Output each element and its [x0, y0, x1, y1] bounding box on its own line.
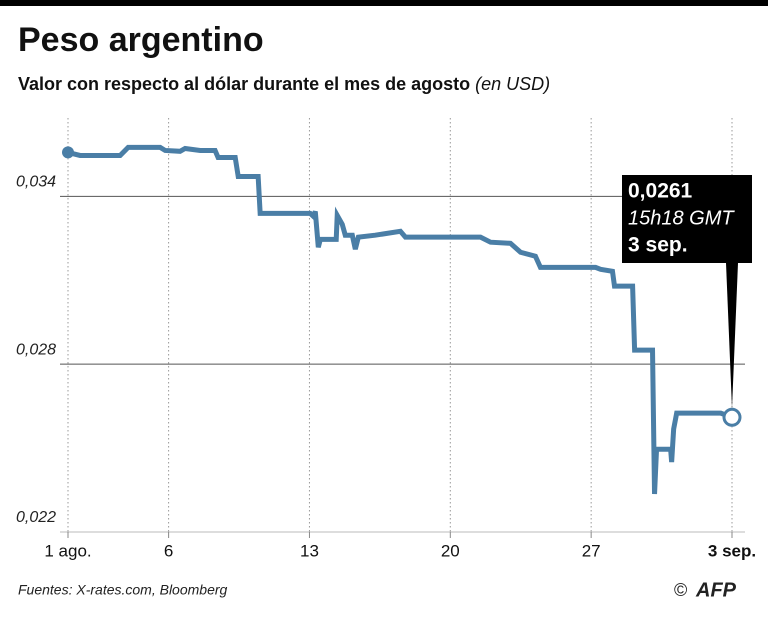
- x-tick-label: 13: [300, 541, 319, 560]
- chart-title: Peso argentino: [18, 21, 264, 59]
- annotation-value: 0,0261: [628, 180, 693, 203]
- annotation-time: 15h18 GMT: [628, 207, 735, 229]
- annotation-box: [622, 175, 752, 263]
- y-tick-label: 0,028: [16, 341, 56, 358]
- logo: AFP: [695, 579, 737, 601]
- x-tick-label: 20: [441, 541, 460, 560]
- source: Fuentes: X-rates.com, Bloomberg: [18, 582, 228, 598]
- x-tick-label: 3 sep.: [708, 541, 756, 560]
- top-bar: [0, 0, 768, 6]
- y-tick-label: 0,022: [16, 509, 56, 526]
- y-tick-label: 0,034: [16, 174, 56, 191]
- line: [67, 144, 733, 495]
- credit: ©: [674, 580, 687, 600]
- x-tick-label: 6: [164, 541, 173, 560]
- annotation-date: 3 sep.: [628, 234, 688, 257]
- start-dot: [62, 146, 74, 159]
- x-tick-label: 1 ago.: [44, 541, 91, 560]
- x-tick-label: 27: [582, 541, 601, 560]
- chart-subtitle: Valor con respecto al dólar durante el m…: [18, 74, 550, 94]
- end-dot: [722, 407, 742, 427]
- annotation-pointer: [726, 263, 738, 409]
- subtitle-unit: (en USD): [475, 74, 550, 94]
- subtitle-text: Valor con respecto al dólar durante el m…: [18, 74, 470, 94]
